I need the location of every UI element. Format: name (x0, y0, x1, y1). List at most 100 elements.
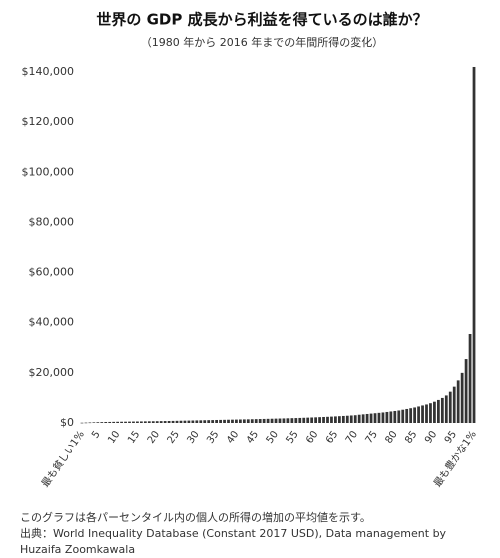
bar (405, 408, 409, 423)
y-tick-label: $20,000 (29, 366, 75, 379)
bar (258, 419, 262, 423)
bar (433, 401, 436, 423)
bar (357, 414, 361, 423)
bar (472, 66, 476, 423)
bar (330, 416, 333, 423)
bar (353, 415, 357, 423)
bar (444, 395, 448, 423)
footnote: このグラフは各パーセンタイル内の個人の所得の増加の平均値を示す。 (20, 511, 371, 524)
bar (207, 420, 211, 423)
bar (128, 421, 131, 423)
bar (120, 421, 123, 423)
y-tick-label: $60,000 (29, 266, 75, 279)
bar (195, 420, 199, 423)
x-tick-label: 25 (166, 429, 182, 446)
bar (159, 421, 163, 423)
bar (183, 420, 187, 423)
x-tick-label: 70 (344, 429, 360, 446)
bar (460, 372, 464, 423)
bar (80, 422, 84, 424)
bar (270, 418, 274, 423)
bar (334, 416, 337, 423)
x-tick-label: 5 (90, 429, 103, 441)
chart-subtitle: （1980 年から 2016 年までの年間所得の変化） (141, 35, 383, 49)
bar (250, 419, 254, 423)
bar (341, 415, 345, 423)
x-tick-label: 65 (324, 429, 340, 446)
bar (231, 419, 234, 423)
bar (100, 422, 104, 423)
bar (468, 333, 472, 423)
bar (464, 359, 468, 423)
bar (377, 412, 381, 423)
bar (199, 420, 203, 423)
y-tick-label: $100,000 (22, 165, 75, 178)
bar (413, 407, 417, 423)
bar (389, 411, 393, 423)
bar (223, 419, 226, 423)
bar (314, 417, 318, 423)
bar (421, 405, 424, 423)
bar (147, 421, 151, 423)
bar (349, 415, 353, 423)
x-tick-label: 最も貧しい1% (38, 428, 86, 489)
bar (88, 422, 92, 424)
bar (322, 416, 325, 423)
bar (365, 413, 369, 423)
bar (266, 418, 270, 423)
bar (425, 404, 428, 423)
x-tick-label: 35 (205, 429, 221, 446)
bar (108, 421, 112, 423)
bar (282, 418, 286, 423)
bar (274, 418, 278, 423)
bar (136, 421, 139, 423)
x-tick-label: 90 (423, 429, 439, 446)
bar (302, 417, 306, 423)
bar (143, 421, 147, 423)
bar (116, 421, 120, 423)
x-tick-label: 15 (126, 429, 142, 446)
bar (448, 391, 452, 423)
x-tick-label: 60 (304, 429, 320, 446)
bar (456, 380, 460, 423)
bar (139, 421, 143, 423)
bar (397, 410, 401, 423)
bar (227, 419, 230, 423)
bar (167, 420, 171, 423)
bar (278, 418, 282, 423)
x-tick-label: 40 (225, 429, 241, 446)
x-tick-label: 50 (265, 429, 281, 446)
bar (211, 420, 215, 423)
x-tick-label: 85 (403, 429, 419, 446)
bar (191, 420, 195, 423)
bar (219, 419, 222, 423)
bar (171, 420, 175, 423)
x-tick-label: 95 (443, 429, 459, 446)
bar (175, 420, 179, 423)
bar (306, 417, 310, 423)
bar (246, 419, 250, 423)
bar (373, 413, 377, 423)
bar (151, 421, 155, 423)
bar (381, 412, 385, 423)
bar (290, 418, 294, 423)
bar (286, 418, 290, 423)
bar (242, 419, 246, 423)
y-tick-label: $80,000 (29, 215, 75, 228)
bar (393, 410, 397, 423)
bar (440, 397, 444, 423)
bar (452, 386, 456, 423)
bar (92, 422, 96, 423)
y-tick-label: $140,000 (22, 65, 75, 78)
bar (369, 413, 373, 423)
x-tick-label: 80 (383, 429, 399, 446)
x-tick-label: 75 (364, 429, 380, 446)
bar (318, 417, 321, 423)
bar (294, 418, 298, 423)
bar (124, 421, 127, 423)
bar (84, 422, 88, 424)
y-tick-label: $40,000 (29, 316, 75, 329)
bar (235, 419, 238, 423)
bar (429, 403, 432, 423)
